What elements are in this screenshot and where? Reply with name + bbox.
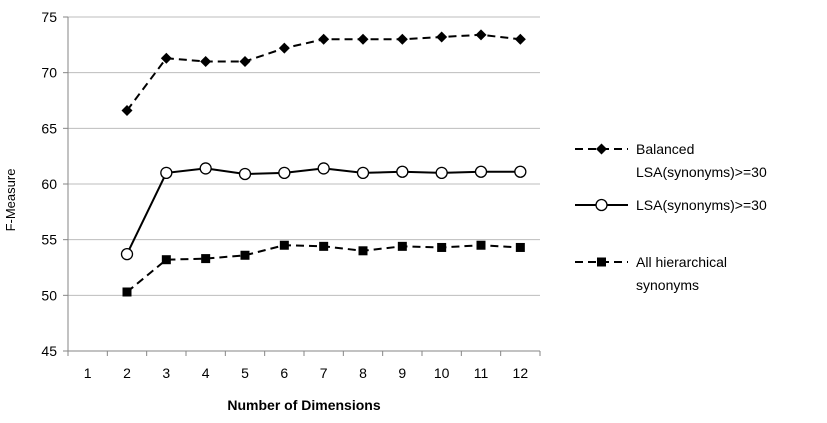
- x-tick-labels: 1 2 3 4 5 6 7 8 9 10 11 12: [84, 365, 529, 381]
- legend-label: LSA(synonyms)>=30: [636, 164, 767, 180]
- x-tick-label: 1: [84, 365, 92, 381]
- legend-marker: [595, 198, 608, 212]
- data-point: [278, 166, 291, 180]
- data-point: [161, 255, 171, 265]
- data-point: [319, 241, 329, 251]
- legend: Balanced LSA(synonyms)>=30 LSA(synonyms)>=…: [575, 141, 767, 293]
- legend-entry-all-hierarchical: All hierarchical synonyms: [575, 254, 727, 293]
- x-tick-label: 4: [202, 365, 210, 381]
- x-tick-label: 3: [162, 365, 170, 381]
- data-point: [515, 242, 525, 252]
- data-point: [356, 166, 370, 180]
- data-point: [357, 33, 369, 45]
- y-axis-title: F-Measure: [3, 169, 18, 232]
- data-point: [240, 250, 250, 260]
- legend-label: All hierarchical: [636, 254, 727, 270]
- legend-entry-balanced-lsa: Balanced LSA(synonyms)>=30: [575, 141, 767, 180]
- x-tick-label: 2: [123, 365, 131, 381]
- axes: [63, 16, 541, 356]
- data-point: [514, 33, 526, 45]
- legend-label: synonyms: [636, 277, 699, 293]
- data-point: [475, 29, 487, 41]
- series-line: [126, 244, 521, 293]
- y-tick-label: 60: [41, 176, 57, 192]
- data-point: [121, 105, 133, 117]
- data-point: [278, 42, 290, 54]
- y-tick-label: 50: [41, 287, 57, 303]
- data-point: [396, 165, 409, 178]
- data-point: [200, 56, 212, 68]
- series: [120, 29, 527, 297]
- x-tick-label: 7: [320, 365, 328, 381]
- data-point: [201, 254, 211, 264]
- legend-label: LSA(synonyms)>=30: [636, 197, 767, 213]
- data-point: [358, 246, 368, 256]
- gridlines: [68, 16, 540, 352]
- series-balanced-lsa: [121, 29, 526, 117]
- data-point: [436, 31, 448, 43]
- x-tick-label: 10: [434, 365, 450, 381]
- data-point: [239, 56, 251, 68]
- legend-marker: [596, 143, 607, 155]
- data-point: [397, 241, 407, 251]
- data-point: [122, 287, 132, 297]
- data-point: [396, 33, 408, 45]
- data-point: [474, 165, 488, 178]
- y-tick-label: 55: [41, 232, 57, 248]
- data-point: [317, 162, 330, 175]
- data-point: [160, 52, 172, 64]
- x-tick-label: 12: [513, 365, 529, 381]
- x-tick-label: 5: [241, 365, 249, 381]
- data-point: [437, 242, 447, 252]
- series-lsa: [120, 162, 527, 261]
- x-tick-label: 8: [359, 365, 367, 381]
- x-tick-label: 11: [474, 365, 489, 381]
- x-axis-title: Number of Dimensions: [227, 397, 380, 413]
- x-tick-label: 9: [398, 365, 406, 381]
- data-point: [120, 247, 134, 261]
- legend-marker: [597, 257, 606, 267]
- legend-label: Balanced: [636, 141, 694, 157]
- series-line: [126, 167, 521, 255]
- y-tick-label: 75: [41, 9, 57, 25]
- data-point: [279, 240, 289, 250]
- data-point: [238, 167, 252, 181]
- data-point: [199, 162, 212, 175]
- data-point: [514, 165, 527, 178]
- legend-entry-lsa: LSA(synonyms)>=30: [575, 197, 767, 213]
- y-tick-labels: 45 50 55 60 65 70 75: [41, 9, 57, 359]
- data-point: [318, 33, 330, 45]
- series-all-hierarchical: [122, 240, 525, 297]
- y-tick-label: 45: [41, 343, 57, 359]
- y-tick-label: 65: [41, 120, 57, 136]
- data-point: [435, 166, 448, 180]
- data-point: [160, 166, 173, 180]
- y-tick-label: 70: [41, 65, 57, 81]
- data-point: [476, 240, 486, 250]
- x-tick-label: 6: [280, 365, 288, 381]
